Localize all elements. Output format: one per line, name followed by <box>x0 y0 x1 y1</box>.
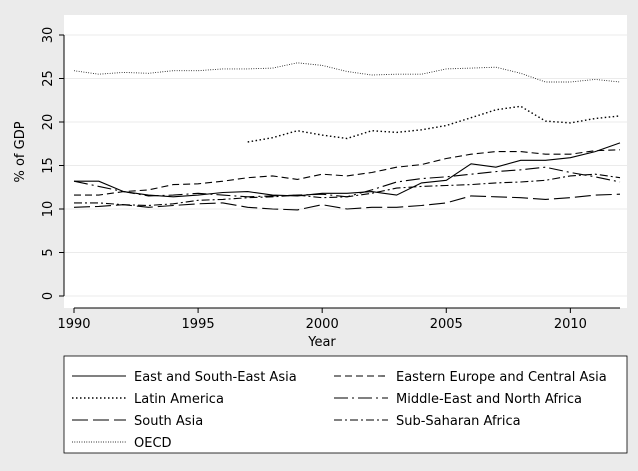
plot-area <box>64 15 627 308</box>
legend-label-7: OECD <box>134 436 172 451</box>
series-line-5 <box>73 193 621 211</box>
series-line-7 <box>73 62 621 83</box>
y-tick-label: 25 <box>41 70 56 87</box>
legend-label-6: Sub-Saharan Africa <box>396 414 521 429</box>
series-line-3 <box>247 105 621 143</box>
y-tick-label: 5 <box>41 248 56 256</box>
y-tick-label: 15 <box>41 157 56 174</box>
series-line-2 <box>74 149 621 196</box>
series-line-1 <box>74 142 621 198</box>
series-layer <box>73 62 621 211</box>
y-tick-label: 20 <box>41 114 56 131</box>
legend-label-5: South Asia <box>134 414 203 429</box>
axes: 0 5 10 15 20 25 30 1990 1995 2000 2005 2010 <box>41 27 620 332</box>
legend-label-4: Middle-East and North Africa <box>396 392 582 407</box>
x-tick-label: 1990 <box>57 317 90 332</box>
legend: East and South-East Asia Eastern Europe a… <box>72 370 607 451</box>
x-tick-label: 2005 <box>430 317 463 332</box>
y-axis-label: % of GDP <box>13 121 28 182</box>
x-tick-label: 2010 <box>554 317 587 332</box>
x-tick-label: 2000 <box>306 317 339 332</box>
x-axis-label: Year <box>307 335 336 350</box>
y-tick-label: 10 <box>41 201 56 218</box>
y-tick-label: 0 <box>41 292 56 300</box>
legend-label-1: East and South-East Asia <box>134 370 297 385</box>
legend-box <box>63 355 628 454</box>
x-tick-label: 1995 <box>182 317 215 332</box>
y-tick-label: 30 <box>41 27 56 44</box>
legend-label-2: Eastern Europe and Central Asia <box>396 370 607 385</box>
series-line-6 <box>74 173 621 207</box>
legend-label-3: Latin America <box>134 392 224 407</box>
